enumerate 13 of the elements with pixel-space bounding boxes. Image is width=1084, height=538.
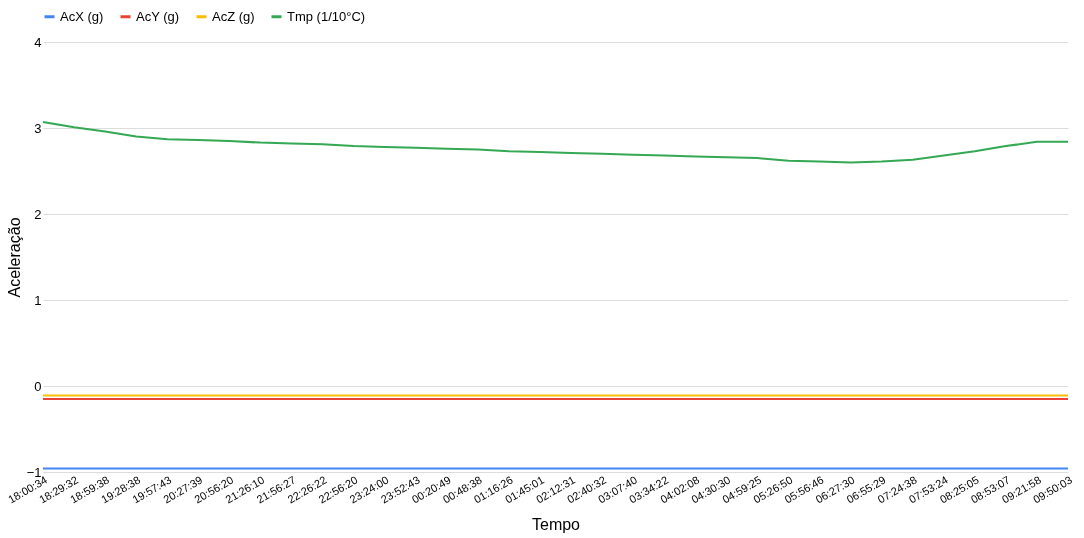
legend-label: AcX (g) xyxy=(60,8,104,24)
legend-label: AcZ (g) xyxy=(212,8,255,24)
y-tick-label: 2 xyxy=(34,206,42,222)
y-tick-label: 1 xyxy=(34,292,42,308)
y-tick-label: 0 xyxy=(34,378,42,394)
y-axis-title: Aceleração xyxy=(5,217,23,298)
legend-label: Tmp (1/10°C) xyxy=(287,8,366,24)
y-tick-label: −1 xyxy=(26,464,42,480)
y-tick-label: 3 xyxy=(34,120,42,136)
x-axis-title: Tempo xyxy=(531,516,581,534)
y-tick-label: 4 xyxy=(34,34,42,50)
legend-label: AcY (g) xyxy=(136,8,180,24)
line-series xyxy=(42,120,1069,164)
